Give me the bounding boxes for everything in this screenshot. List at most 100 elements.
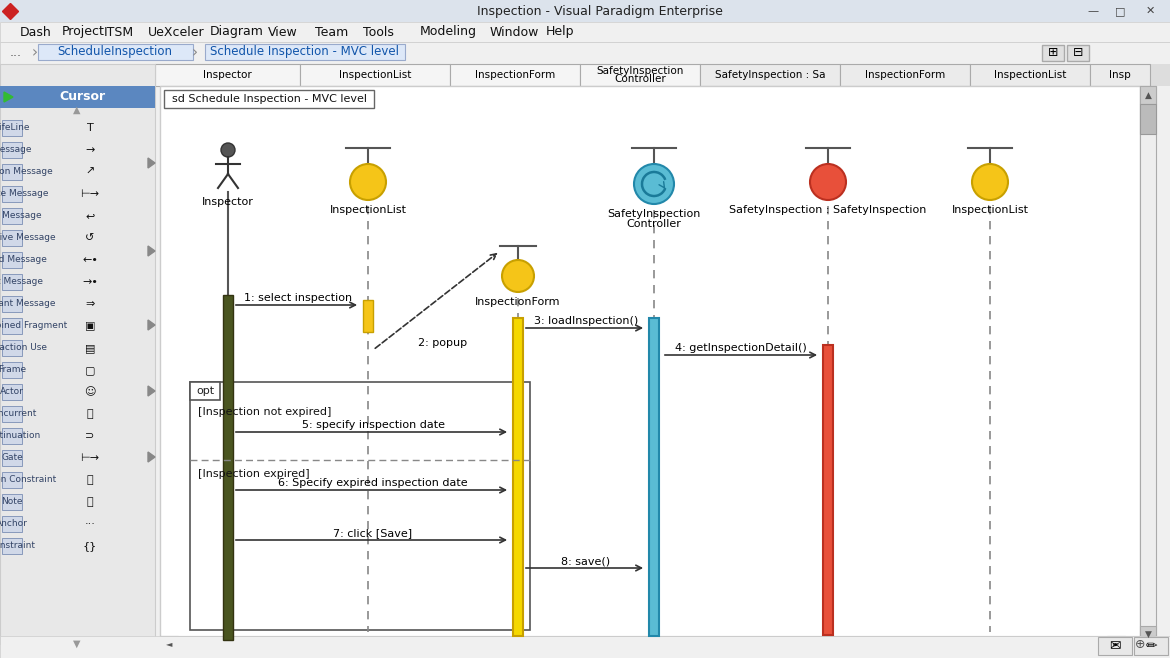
Bar: [2, 516, 22, 532]
Text: Team: Team: [315, 26, 349, 39]
Text: Anchor: Anchor: [0, 520, 28, 528]
Bar: [205, 44, 405, 60]
Text: Note: Note: [1, 497, 22, 507]
Text: 📄: 📄: [87, 497, 94, 507]
Text: ←•: ←•: [82, 255, 98, 265]
Text: T: T: [87, 123, 94, 133]
Text: Modeling: Modeling: [420, 26, 477, 39]
Text: ▣: ▣: [84, 321, 95, 331]
Text: Actor: Actor: [0, 388, 23, 397]
Bar: [1042, 45, 1064, 61]
Bar: [2, 406, 22, 422]
Bar: [1097, 637, 1133, 655]
Bar: [2, 142, 22, 158]
Text: ›: ›: [32, 45, 37, 61]
Text: Create Message: Create Message: [0, 190, 48, 199]
Text: Window: Window: [490, 26, 539, 39]
Text: InspectionForm: InspectionForm: [475, 297, 560, 307]
Bar: [1083, 4, 1103, 18]
Text: ↗: ↗: [85, 167, 95, 177]
Bar: [154, 64, 1170, 86]
Text: 6: Specify expired inspection date: 6: Specify expired inspection date: [278, 478, 468, 488]
Bar: [0, 86, 154, 108]
Text: Controller: Controller: [614, 74, 666, 84]
Text: Inspection - Visual Paradigm Enterprise: Inspection - Visual Paradigm Enterprise: [477, 5, 723, 18]
Text: Reentrant Message: Reentrant Message: [0, 299, 56, 309]
Bar: [2, 318, 22, 334]
Text: ↩: ↩: [85, 211, 95, 221]
Text: ✏: ✏: [1145, 639, 1157, 653]
Text: Interaction Use: Interaction Use: [0, 343, 47, 353]
Polygon shape: [147, 452, 154, 462]
Text: Schedule Inspection - MVC level: Schedule Inspection - MVC level: [211, 45, 399, 59]
Text: [Inspection not expired]: [Inspection not expired]: [198, 407, 331, 417]
Text: ▼: ▼: [74, 639, 81, 649]
Bar: [649, 318, 659, 636]
Bar: [450, 64, 580, 86]
Text: →: →: [85, 145, 95, 155]
Text: ⇒: ⇒: [85, 299, 95, 309]
Polygon shape: [147, 386, 154, 396]
Text: InspectionForm: InspectionForm: [475, 70, 555, 80]
Bar: [2, 538, 22, 554]
Text: InspectionForm: InspectionForm: [865, 70, 945, 80]
Text: InspectionList: InspectionList: [951, 205, 1028, 215]
Text: ⊟: ⊟: [1073, 47, 1083, 59]
Text: ►: ►: [1113, 640, 1120, 649]
Bar: [2, 186, 22, 202]
Text: SafetyInspection: SafetyInspection: [607, 209, 701, 219]
Text: ›: ›: [192, 45, 198, 61]
Bar: [363, 300, 373, 332]
Text: Frame: Frame: [0, 365, 26, 374]
Bar: [1140, 104, 1156, 134]
Bar: [223, 295, 233, 640]
Text: ⊃: ⊃: [85, 431, 95, 441]
Bar: [300, 64, 450, 86]
Bar: [0, 64, 154, 644]
Bar: [2, 494, 22, 510]
Text: Alt. Combined Fragment: Alt. Combined Fragment: [0, 322, 67, 330]
Text: Duration Constraint: Duration Constraint: [0, 476, 56, 484]
Bar: [154, 64, 300, 86]
Text: UeXceler: UeXceler: [147, 26, 205, 39]
Bar: [840, 64, 970, 86]
Text: Diagram: Diagram: [209, 26, 264, 39]
Bar: [1067, 45, 1089, 61]
Bar: [580, 64, 700, 86]
Bar: [1090, 64, 1150, 86]
Bar: [700, 64, 840, 86]
Text: SafetyInspection: SafetyInspection: [597, 66, 683, 76]
Bar: [1107, 636, 1126, 652]
Polygon shape: [147, 320, 154, 330]
Bar: [164, 90, 374, 108]
Circle shape: [221, 143, 235, 157]
Text: 8: save(): 8: save(): [562, 556, 611, 566]
Text: ▢: ▢: [84, 365, 95, 375]
Text: ···: ···: [84, 519, 96, 529]
Text: Self Message: Self Message: [0, 211, 42, 220]
Polygon shape: [147, 246, 154, 256]
Bar: [190, 382, 220, 400]
Bar: [2, 120, 22, 136]
Bar: [2, 230, 22, 246]
Text: Gate: Gate: [1, 453, 23, 463]
Bar: [2, 252, 22, 268]
Text: 1: select inspection: 1: select inspection: [243, 293, 352, 303]
Bar: [0, 0, 1170, 22]
Bar: [37, 44, 193, 60]
Polygon shape: [147, 158, 154, 168]
Text: Constraint: Constraint: [0, 542, 35, 551]
Text: ⊞: ⊞: [1048, 47, 1058, 59]
Text: 5: specify inspection date: 5: specify inspection date: [302, 420, 445, 430]
Polygon shape: [4, 92, 13, 102]
Text: InspectionList: InspectionList: [993, 70, 1066, 80]
Text: ITSM: ITSM: [104, 26, 135, 39]
Text: ⌒: ⌒: [87, 409, 94, 419]
Text: ScheduleInspection: ScheduleInspection: [57, 45, 172, 59]
Bar: [2, 164, 22, 180]
Bar: [1140, 86, 1156, 642]
Bar: [160, 636, 178, 652]
Circle shape: [350, 164, 386, 200]
Bar: [1140, 626, 1156, 642]
Bar: [2, 428, 22, 444]
